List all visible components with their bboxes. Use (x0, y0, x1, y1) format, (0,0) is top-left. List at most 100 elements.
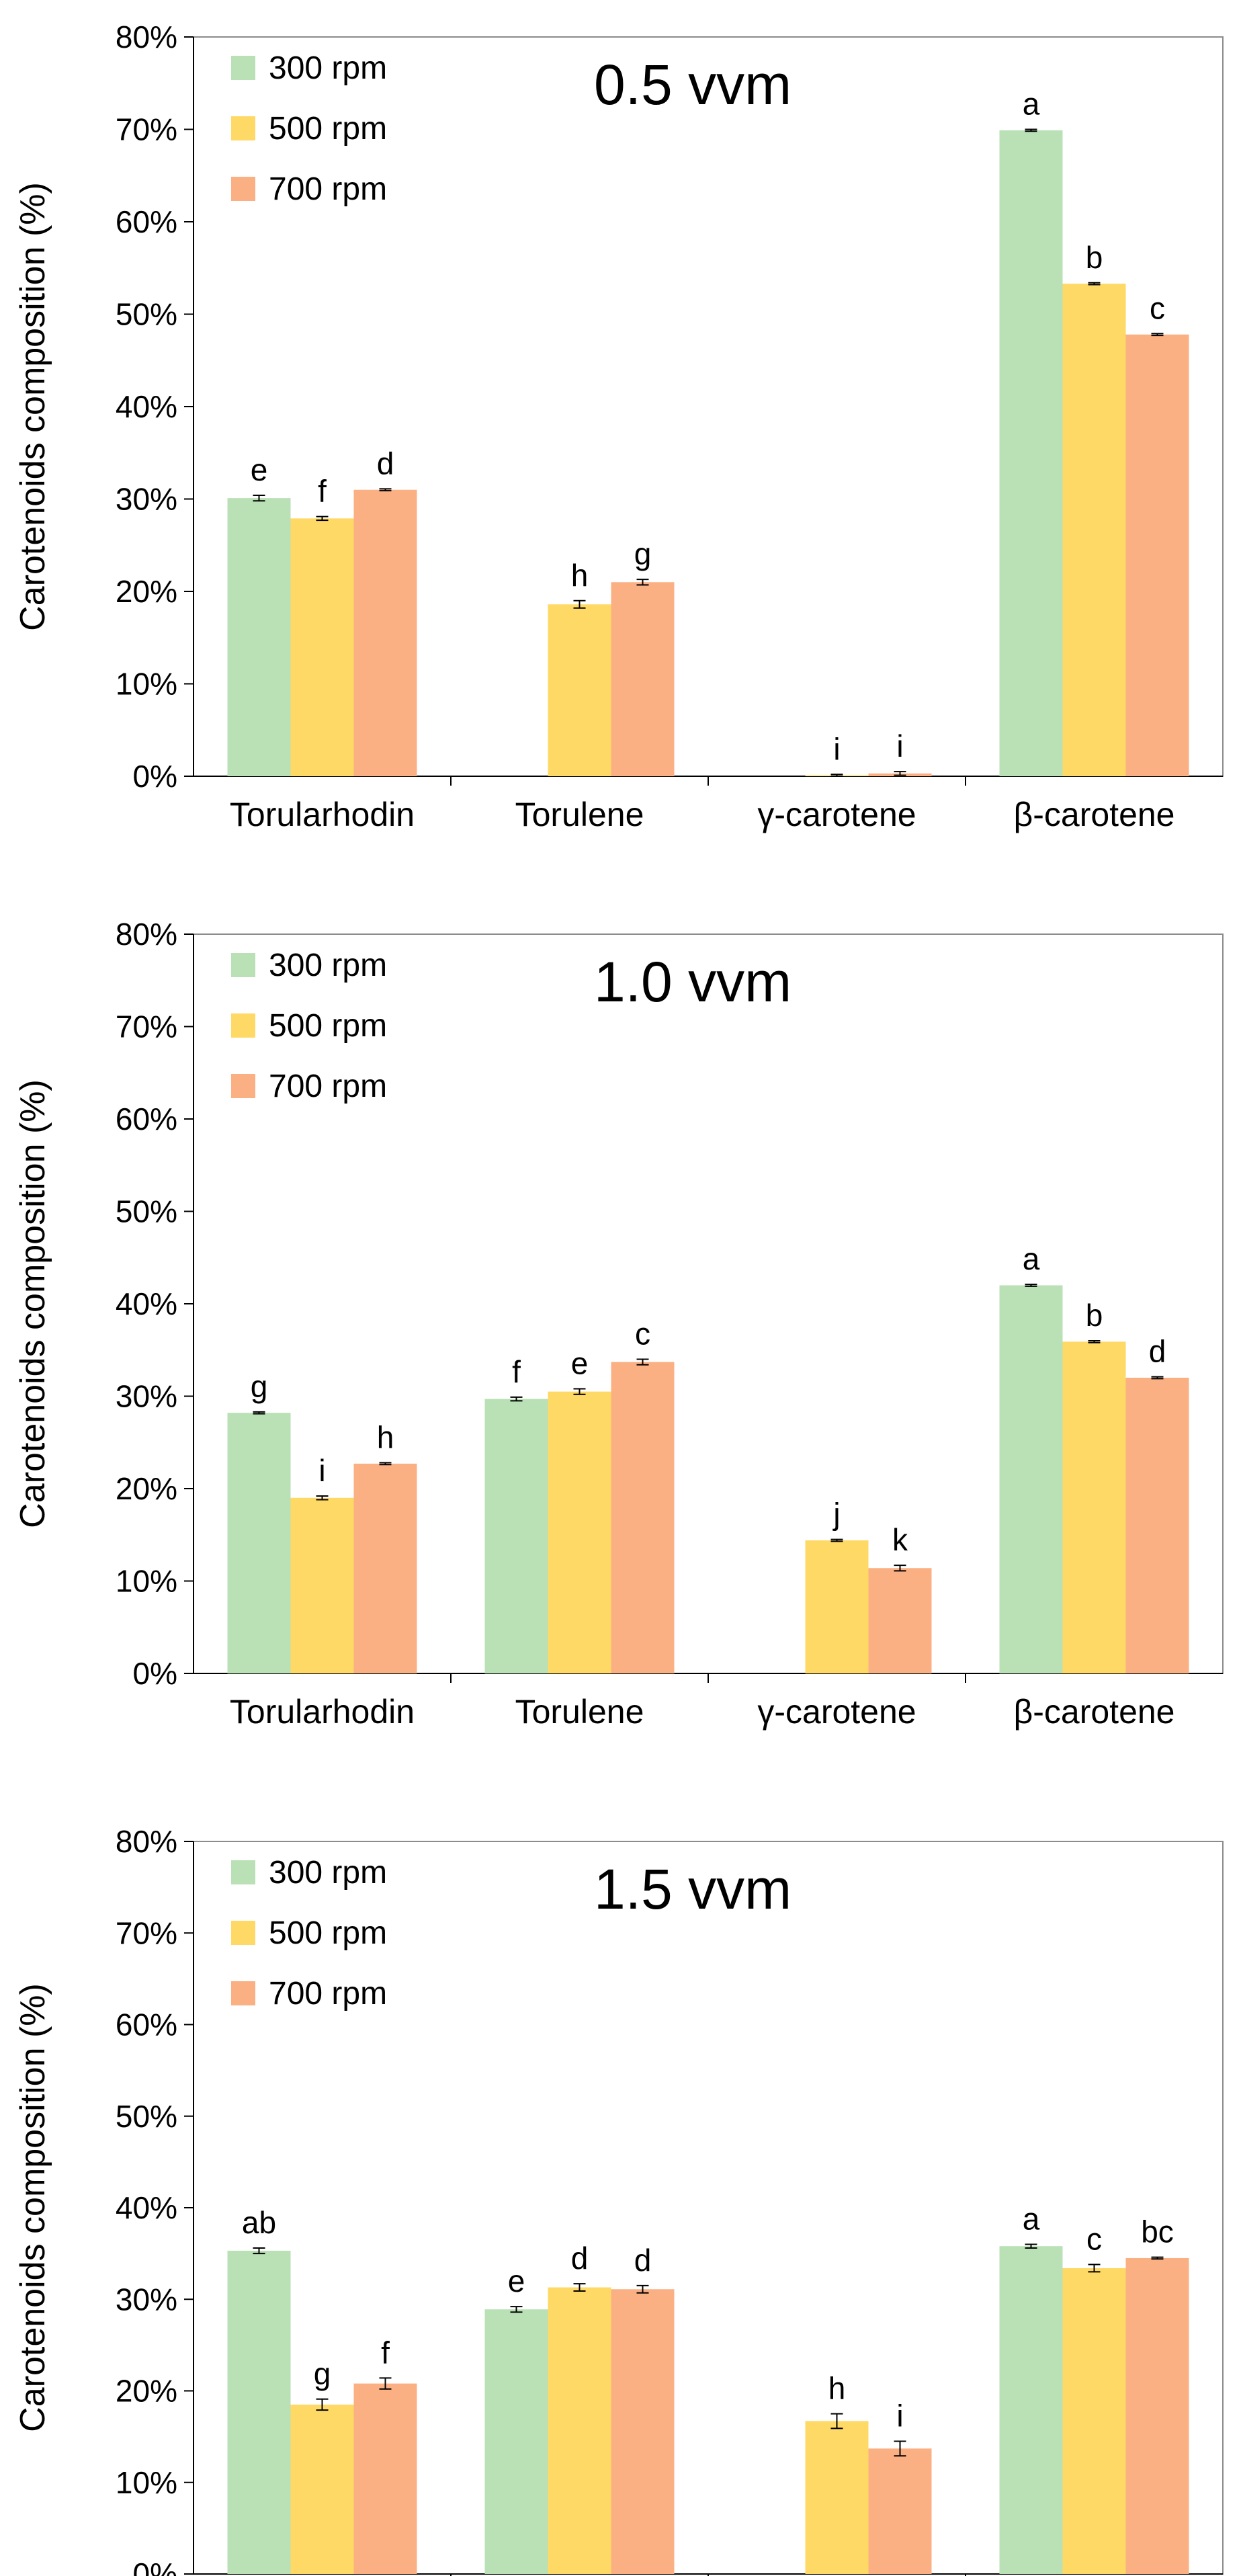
significance-label: b (1086, 1298, 1103, 1333)
legend-swatch (231, 56, 255, 80)
significance-label: f (318, 474, 327, 509)
legend-swatch (231, 953, 255, 977)
bar-700-rpm-Torulene (611, 2289, 675, 2574)
significance-label: h (571, 558, 589, 593)
legend-entry: 300 rpm (269, 50, 387, 86)
bar-500-rpm-Torularhodin (290, 1497, 354, 1673)
bar-700-rpm-Torularhodin (353, 2383, 417, 2574)
x-category-label: Torularhodin (230, 796, 415, 833)
significance-label: g (251, 1369, 268, 1404)
bar-300-rpm-β-carotene (999, 2246, 1063, 2574)
y-tick-label: 60% (116, 2007, 177, 2042)
y-tick-label: 40% (116, 389, 177, 424)
significance-label: i (833, 731, 840, 766)
legend-entry: 300 rpm (269, 948, 387, 983)
chart-panel-3: 0% 10% 20% 30% 40% 50% 60% 70% 80% Carotenoids co… (13, 1824, 1224, 2576)
legend-entry: 500 rpm (269, 1915, 387, 1951)
y-tick-label: 80% (116, 19, 177, 54)
significance-label: e (508, 2263, 525, 2298)
bar-500-rpm-Torulene (548, 1391, 611, 1673)
bar-500-rpm-β-carotene (1062, 1341, 1126, 1673)
y-tick-label: 80% (116, 1824, 177, 1859)
y-tick-label: 10% (116, 667, 177, 702)
significance-label: i (896, 729, 903, 763)
y-tick-label: 10% (116, 2465, 177, 2500)
significance-label: a (1023, 2202, 1040, 2237)
bar-300-rpm-Torularhodin (227, 2251, 291, 2574)
x-category-label: γ-carotene (757, 1693, 916, 1731)
bar-300-rpm-Torularhodin (227, 1413, 291, 1673)
y-tick-label: 20% (116, 1471, 177, 1506)
significance-label: d (634, 2243, 652, 2278)
y-tick-label: 50% (116, 1194, 177, 1229)
bar-700-rpm-β-carotene (1125, 2257, 1189, 2574)
legend-entry: 300 rpm (269, 1855, 387, 1891)
significance-label: g (634, 536, 652, 571)
legend-entry: 700 rpm (269, 1976, 387, 2011)
significance-label: d (1149, 1334, 1166, 1369)
y-tick-label: 60% (116, 204, 177, 239)
bar-500-rpm-β-carotene (1062, 2268, 1126, 2574)
bar-300-rpm-Torulene (484, 2309, 548, 2574)
legend-entry: 700 rpm (269, 171, 387, 207)
y-axis-label: Carotenoids composition (%) (13, 1983, 52, 2432)
y-tick-label: 0% (133, 2557, 177, 2576)
significance-label: c (635, 1317, 650, 1352)
legend-swatch (231, 116, 255, 140)
bar-500-rpm-Torularhodin (290, 2404, 354, 2574)
y-tick-label: 30% (116, 2282, 177, 2317)
significance-label: g (314, 2356, 331, 2391)
significance-label: e (251, 452, 268, 487)
bar-700-rpm-Torularhodin (353, 1463, 417, 1673)
y-tick-label: 80% (116, 917, 177, 952)
chart-title: 1.5 vvm (594, 1858, 791, 1921)
legend-swatch (231, 1074, 255, 1098)
y-tick-label: 40% (116, 1286, 177, 1321)
legend-swatch (231, 1921, 255, 1945)
x-category-label: β-carotene (1014, 1693, 1175, 1731)
y-tick-label: 30% (116, 482, 177, 517)
x-category-label: Torulene (515, 1693, 644, 1731)
bar-500-rpm-β-carotene (1062, 284, 1126, 776)
bar-500-rpm-γ-carotene (805, 2421, 869, 2574)
bar-700-rpm-Torulene (611, 1362, 675, 1673)
legend-swatch (231, 1013, 255, 1038)
bar-500-rpm-Torulene (548, 2287, 611, 2574)
significance-label: i (896, 2398, 903, 2433)
y-tick-label: 70% (116, 1915, 177, 1950)
significance-label: h (828, 2371, 846, 2406)
bar-700-rpm-γ-carotene (868, 2448, 932, 2574)
x-category-label: β-carotene (1014, 796, 1175, 833)
significance-label: i (318, 1453, 325, 1488)
x-category-label: Torularhodin (230, 1693, 415, 1731)
significance-label: h (377, 1420, 394, 1455)
legend-swatch (231, 177, 255, 201)
significance-label: a (1023, 87, 1040, 122)
y-tick-label: 30% (116, 1379, 177, 1414)
bar-700-rpm-Torulene (611, 582, 675, 776)
x-category-label: γ-carotene (757, 796, 916, 833)
legend-entry: 500 rpm (269, 1008, 387, 1044)
significance-label: ab (242, 2205, 276, 2240)
bar-300-rpm-β-carotene (999, 130, 1063, 776)
y-axis-label: Carotenoids composition (%) (13, 182, 52, 631)
y-tick-label: 10% (116, 1564, 177, 1599)
significance-label: c (1150, 290, 1165, 325)
bar-500-rpm-γ-carotene (805, 1540, 869, 1673)
significance-label: b (1086, 240, 1103, 275)
y-tick-label: 70% (116, 1009, 177, 1044)
y-tick-label: 60% (116, 1102, 177, 1136)
significance-label: a (1023, 1241, 1040, 1276)
bar-500-rpm-Torulene (548, 604, 611, 776)
bar-300-rpm-Torulene (484, 1399, 548, 1673)
bar-500-rpm-Torularhodin (290, 518, 354, 776)
bar-700-rpm-γ-carotene (868, 1568, 932, 1673)
bar-700-rpm-β-carotene (1125, 1378, 1189, 1673)
significance-label: d (571, 2241, 589, 2276)
significance-label: j (832, 1497, 840, 1532)
significance-label: e (571, 1346, 589, 1381)
bar-300-rpm-β-carotene (999, 1285, 1063, 1673)
y-axis-label: Carotenoids composition (%) (13, 1079, 52, 1528)
legend-entry: 500 rpm (269, 111, 387, 147)
